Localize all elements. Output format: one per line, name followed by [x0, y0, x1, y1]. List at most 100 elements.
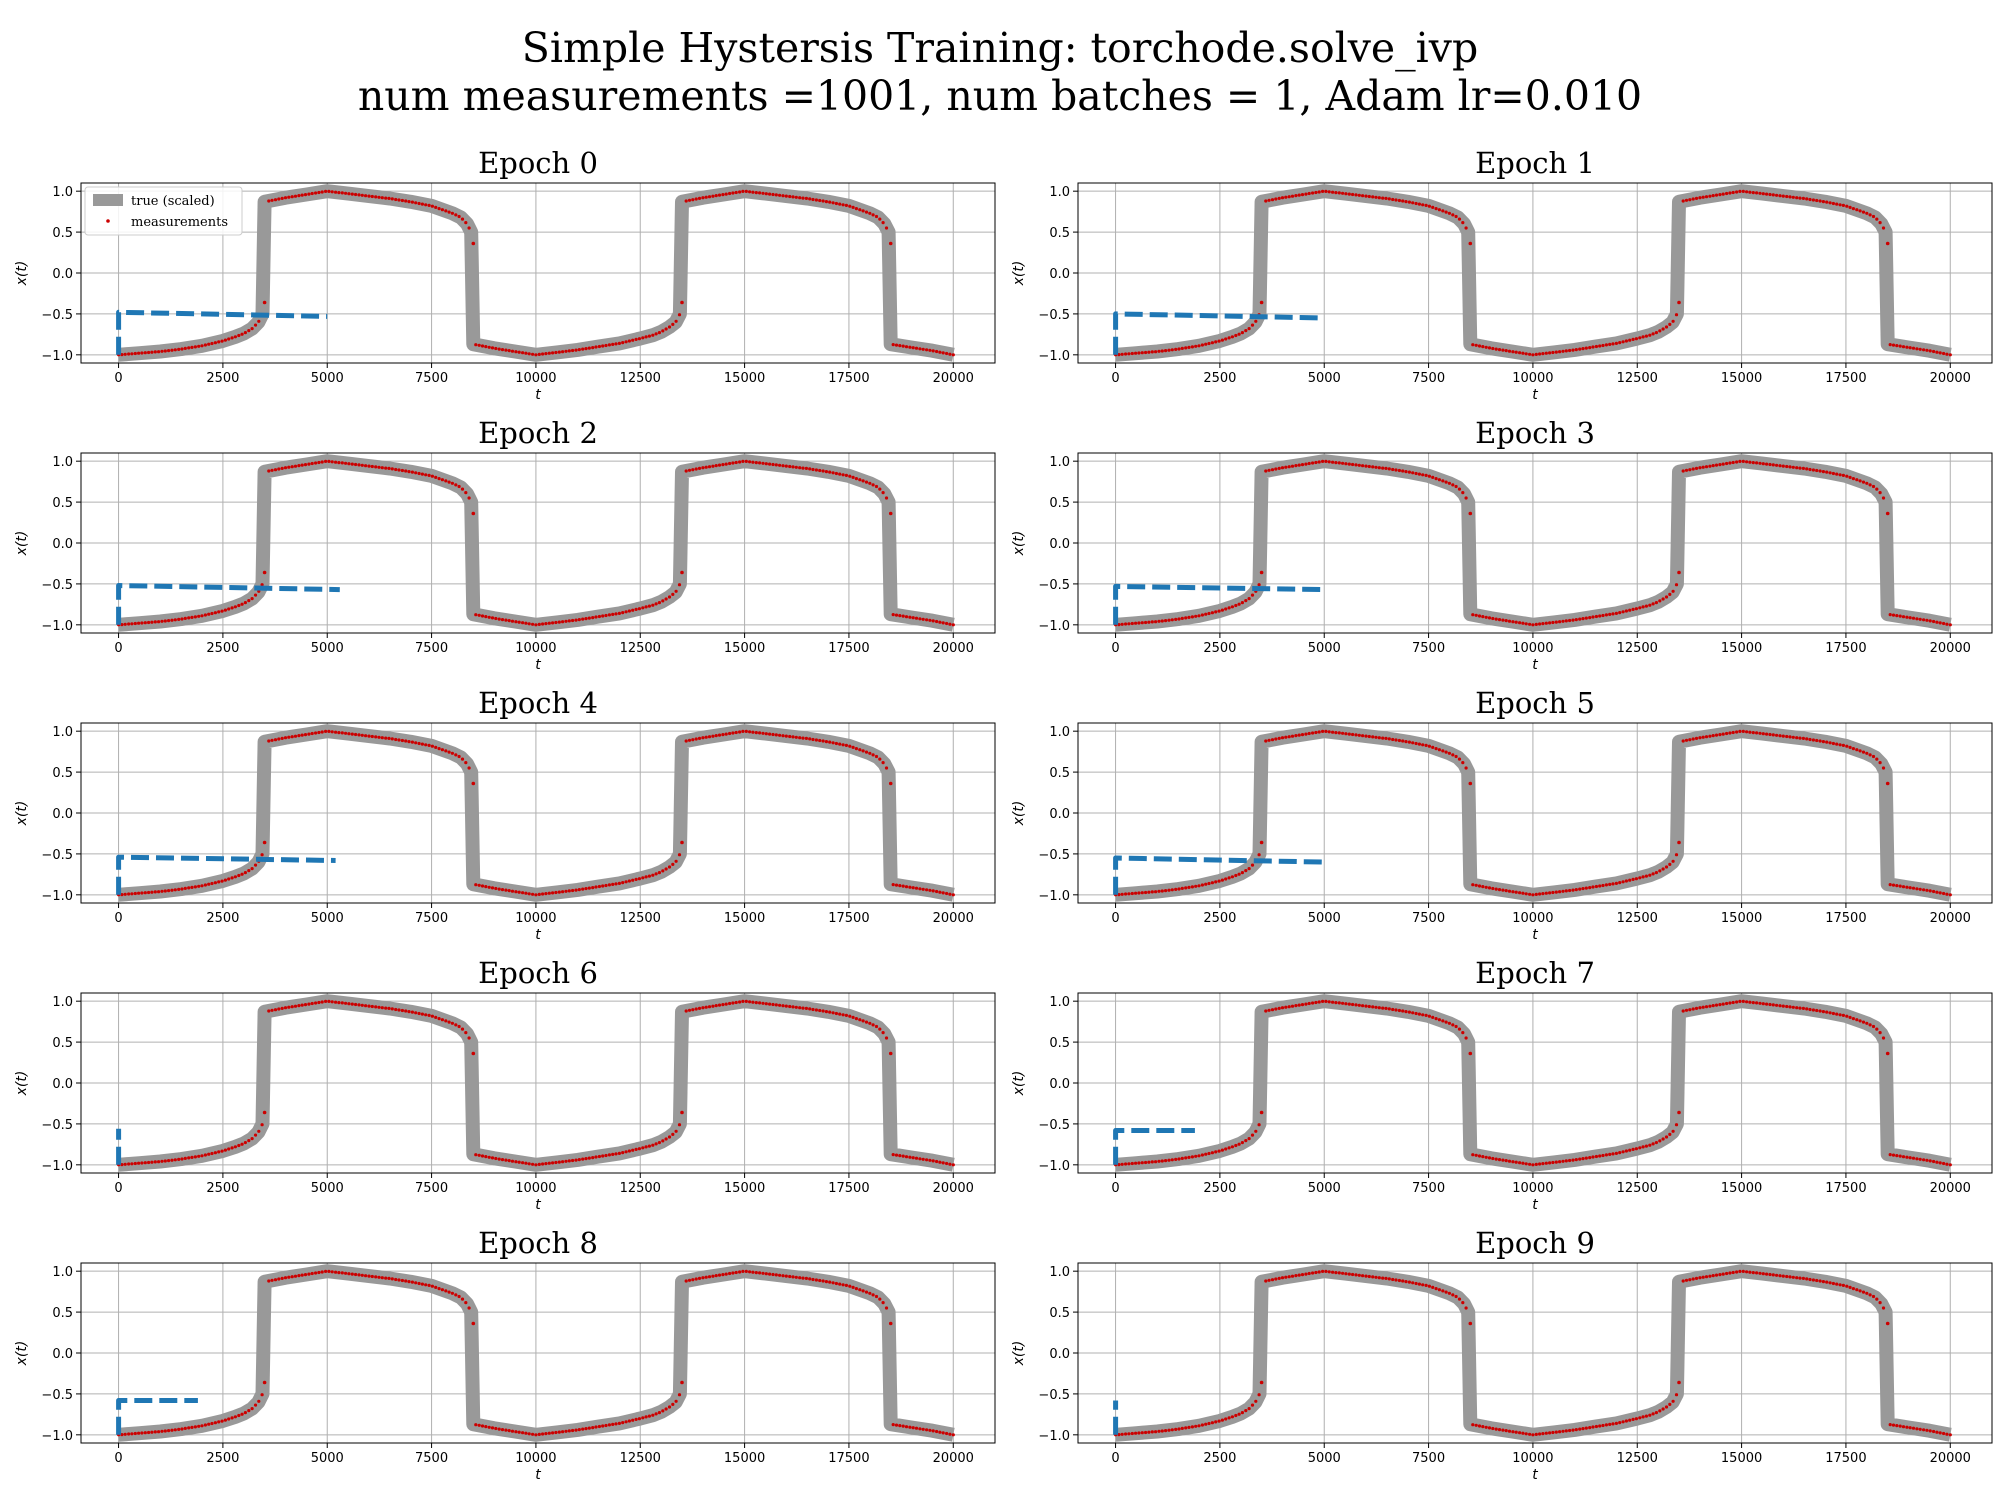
measurement-point [1638, 876, 1642, 880]
measurement-point [384, 466, 388, 470]
measurement-point [1481, 1155, 1485, 1159]
measurement-point [500, 618, 505, 622]
measurement-point [1117, 353, 1121, 357]
measurement-point [1424, 473, 1428, 477]
measurement-point [344, 1271, 348, 1275]
measurement-point [1581, 347, 1585, 351]
measurement-point [1858, 209, 1862, 213]
measurement-point [1608, 1422, 1612, 1426]
measurement-point [1644, 334, 1648, 338]
measurement-point [1177, 617, 1181, 621]
measurement-point [1424, 1013, 1428, 1018]
measurement-point [1180, 346, 1184, 350]
measurement-point [1918, 1427, 1922, 1431]
measurement-point [1407, 1280, 1411, 1284]
measurement-point [1708, 1004, 1712, 1008]
measurement-point [243, 1141, 247, 1145]
measurement-point [1364, 734, 1368, 738]
measurement-point [738, 730, 742, 734]
measurement-point [611, 342, 615, 346]
measurement-point [143, 1161, 147, 1165]
measurement-point [1371, 195, 1375, 199]
measurement-point [387, 1006, 391, 1011]
measurement-point [1247, 327, 1251, 331]
measurement-point [1257, 853, 1261, 857]
measurement-point [177, 1157, 181, 1161]
measurement-point [1220, 608, 1224, 612]
measurement-point [220, 1149, 224, 1153]
y-tick-label: 0.0 [1049, 1347, 1070, 1362]
measurement-point [1264, 739, 1268, 743]
measurement-point [577, 618, 581, 622]
x-tick-label: 7500 [415, 371, 448, 386]
measurement-point [1167, 348, 1171, 352]
measurement-point [758, 191, 762, 195]
measurement-point [1638, 606, 1642, 610]
measurement-point [457, 754, 461, 759]
measurement-point [437, 1017, 441, 1021]
measurement-point [1694, 196, 1699, 200]
measurement-point [424, 203, 428, 207]
measurement-point [1331, 1270, 1335, 1274]
measurement-point [748, 190, 752, 194]
measurement-point [1461, 491, 1465, 495]
measurement-point [1184, 1156, 1188, 1160]
measurement-point [490, 1156, 495, 1160]
measurement-point [1487, 346, 1492, 350]
measurement-point [1361, 1004, 1365, 1008]
measurement-point [262, 570, 267, 575]
measurement-point [1217, 1149, 1221, 1153]
measurement-point [1464, 226, 1468, 230]
measurement-point [577, 348, 581, 352]
measurement-point [1254, 319, 1258, 323]
y-tick-label: −1.0 [1038, 1429, 1070, 1444]
measurement-point [754, 731, 758, 735]
measurement-point [734, 1000, 738, 1005]
measurement-point [1518, 891, 1522, 895]
measurement-point [1404, 740, 1408, 744]
measurement-point [1858, 749, 1862, 753]
measurement-point [831, 741, 835, 745]
measurement-point [1437, 1018, 1441, 1022]
measurement-point [687, 738, 692, 742]
measurement-point [801, 1276, 805, 1280]
measurement-point [1808, 467, 1812, 472]
x-axis-label: t [535, 1197, 541, 1213]
measurement-point [798, 1276, 802, 1280]
measurement-point [1901, 1425, 1906, 1429]
panel-title: Epoch 2 [478, 416, 598, 450]
measurement-point [677, 1393, 682, 1397]
measurement-point [1611, 1152, 1615, 1156]
measurement-point [1568, 888, 1572, 893]
measurement-point [1795, 466, 1799, 470]
measurement-point [814, 468, 819, 472]
measurement-point [1664, 595, 1669, 599]
measurement-point [901, 614, 905, 618]
measurement-point [1548, 1161, 1552, 1165]
measurement-point [1394, 1278, 1398, 1282]
measurement-point [1414, 471, 1418, 476]
measurement-point [120, 623, 124, 627]
measurement-point [290, 465, 294, 469]
measurement-point [147, 1160, 151, 1165]
measurement-point [297, 1274, 301, 1278]
measurement-point [557, 1430, 561, 1434]
measurement-point [1805, 1277, 1809, 1281]
measurement-point [1811, 1278, 1815, 1282]
measurement-point [1331, 730, 1335, 734]
measurement-point [1591, 885, 1595, 889]
measurement-point [801, 196, 805, 200]
measurement-point [1394, 198, 1398, 202]
measurement-point [1928, 1159, 1932, 1163]
measurement-point [614, 882, 618, 886]
measurement-point [1611, 342, 1615, 346]
measurement-point [1240, 1141, 1244, 1145]
measurement-point [207, 1422, 211, 1426]
measurement-point [1735, 460, 1739, 464]
measurement-point [283, 196, 288, 200]
measurement-point [1618, 611, 1622, 615]
measurement-point [794, 465, 798, 469]
measurement-point [1871, 214, 1876, 219]
measurement-point [1444, 480, 1448, 484]
measurement-point [667, 595, 672, 599]
